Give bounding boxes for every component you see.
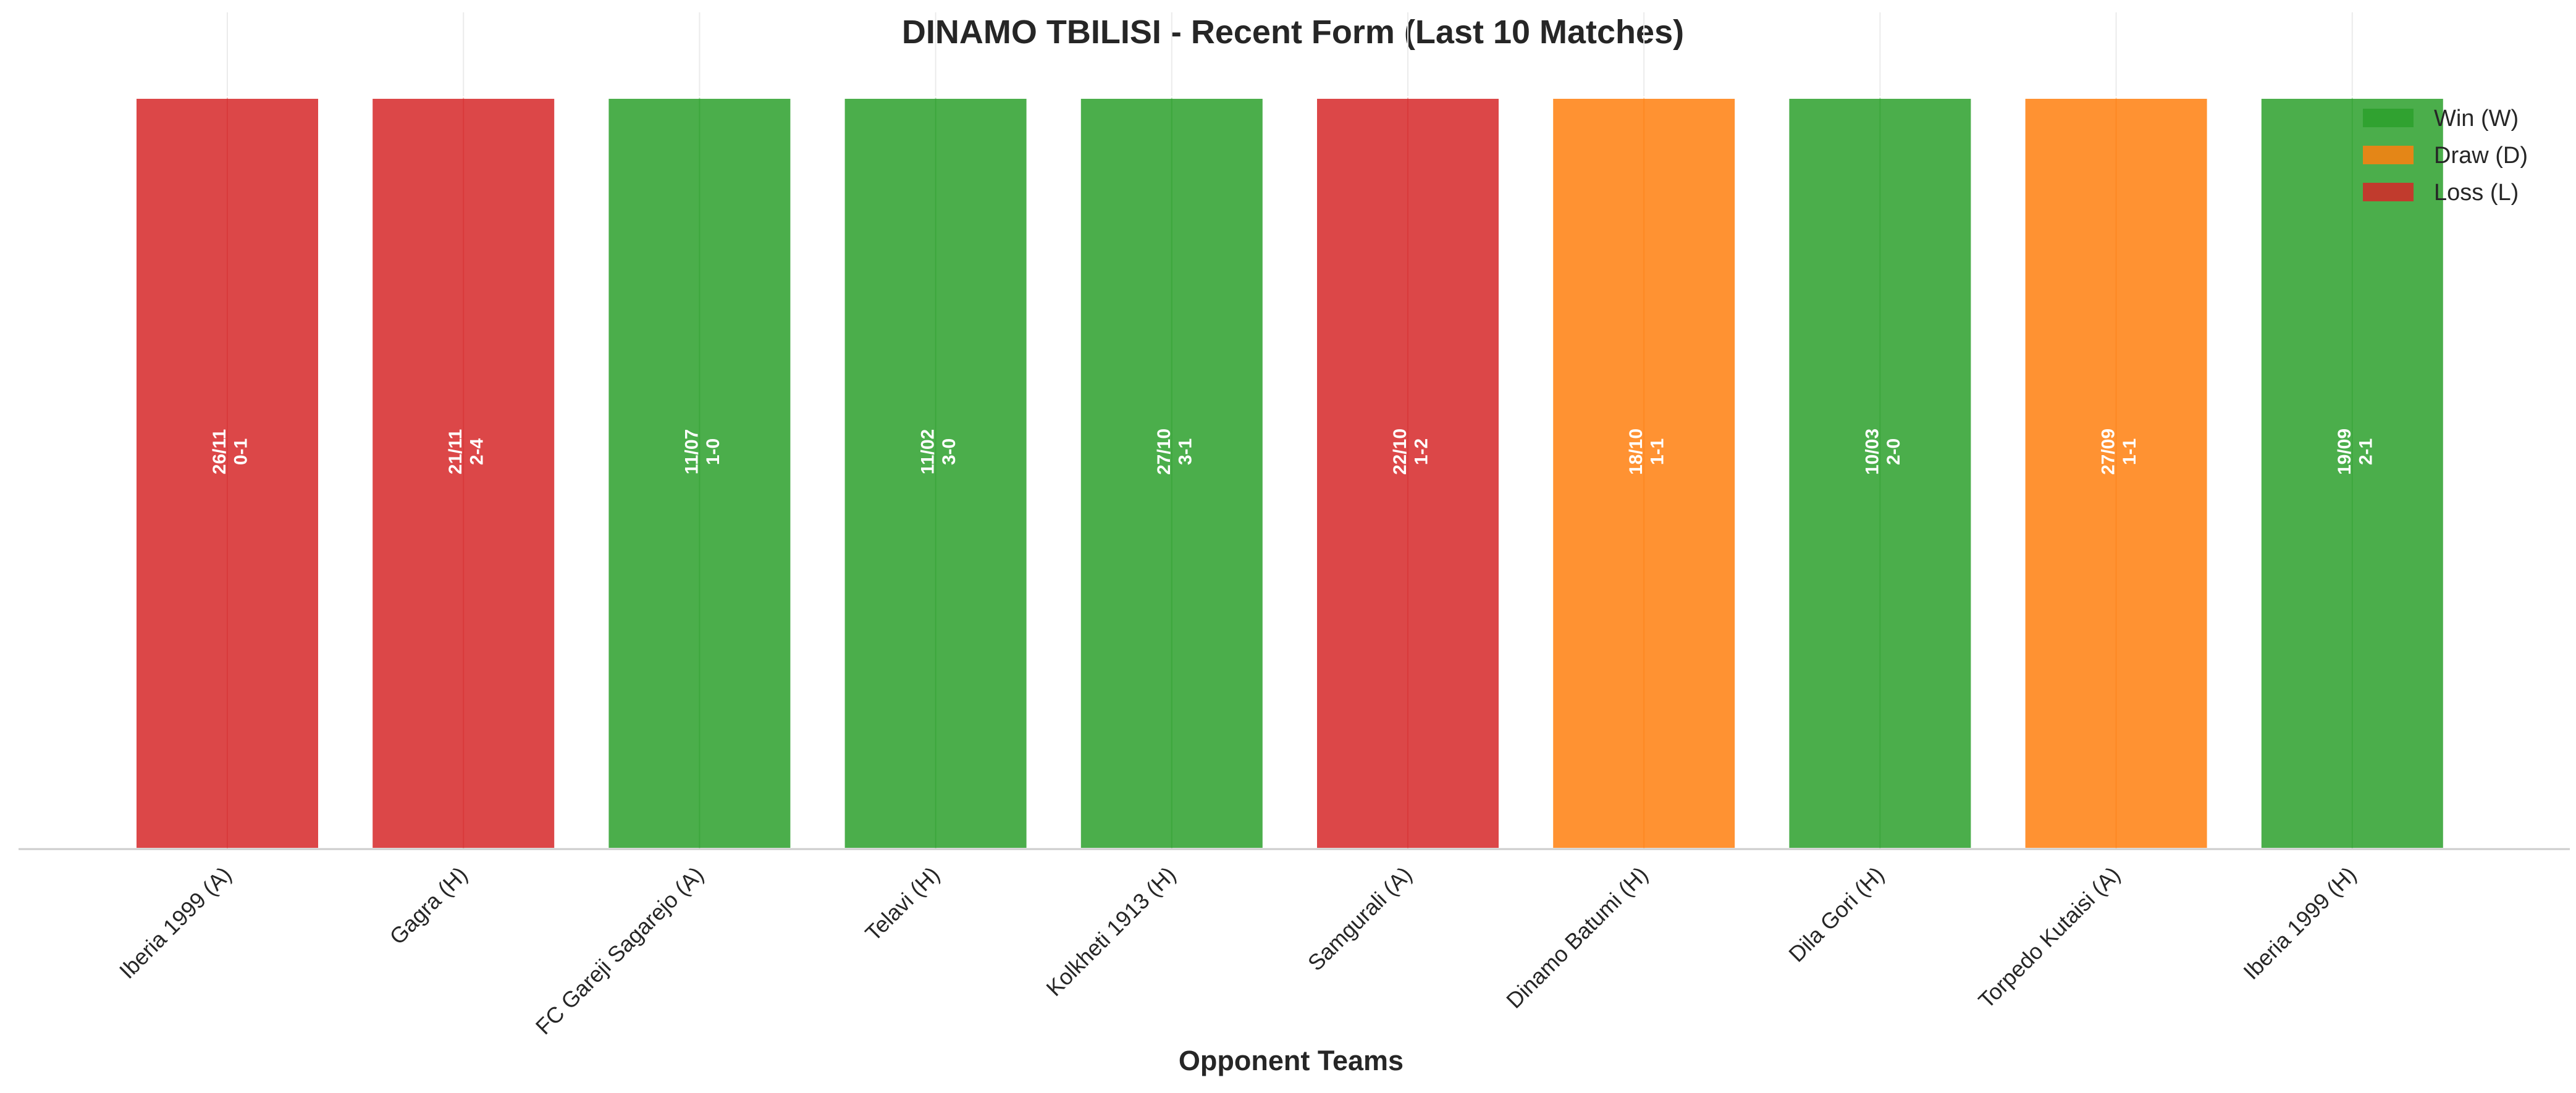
bar-score-label: 3-0 xyxy=(939,438,959,465)
bar-score-label: 1-2 xyxy=(1412,438,1432,465)
bar-date-label: 18/10 xyxy=(1626,429,1646,475)
bar-5 xyxy=(1078,96,1265,850)
bar-date-label: 27/09 xyxy=(2098,429,2119,475)
x-tick-label: Dinamo Batumi (H) xyxy=(1501,861,1652,1013)
bar-data-label: 19/092-1 xyxy=(2334,429,2376,475)
bar-group-10: 19/092-1 xyxy=(2258,96,2446,850)
legend-item-d: Draw (D) xyxy=(2363,143,2528,169)
bar-score-label: 1-1 xyxy=(2119,438,2140,465)
x-tick-label: Torpedo Kutaisi (A) xyxy=(1973,861,2124,1013)
legend-label: Loss (L) xyxy=(2434,180,2519,206)
bar-group-2: 21/112-4 xyxy=(370,96,557,850)
bar-date-label: 27/10 xyxy=(1154,429,1174,475)
bar-date-label: 10/03 xyxy=(1862,429,1882,475)
x-tick-label: Dila Gori (H) xyxy=(1783,861,1888,966)
bar-score-label: 2-1 xyxy=(2355,438,2376,465)
bar-group-1: 26/110-1 xyxy=(134,96,321,850)
bar-date-label: 19/09 xyxy=(2334,429,2355,475)
bar-date-label: 26/11 xyxy=(209,429,230,474)
x-axis-label: Opponent Teams xyxy=(1179,1045,1404,1076)
bar-2 xyxy=(370,96,557,850)
bar-8 xyxy=(1787,96,1974,850)
bar-date-label: 11/02 xyxy=(918,429,938,474)
bar-data-label: 11/071-0 xyxy=(681,429,723,474)
bar-4 xyxy=(842,96,1029,850)
bar-data-label: 27/103-1 xyxy=(1154,429,1196,475)
bar-date-label: 22/10 xyxy=(1390,429,1410,475)
bar-date-label: 11/07 xyxy=(681,429,702,474)
bar-group-6: 22/101-2 xyxy=(1315,96,1501,850)
x-tick-label: FC Gareji Sagarejo (A) xyxy=(531,861,709,1039)
bar-data-label: 22/101-2 xyxy=(1390,429,1432,475)
legend-label: Draw (D) xyxy=(2434,143,2528,169)
x-tick-labels: Iberia 1999 (A) Gagra (H) FC Gareji Sagare… xyxy=(114,861,2361,1039)
legend: Win (W) Draw (D) Loss (L) xyxy=(2363,106,2528,206)
bar-data-label: 18/101-1 xyxy=(1626,429,1668,475)
bar-score-label: 1-1 xyxy=(1648,438,1668,465)
legend-swatch xyxy=(2363,146,2414,164)
bar-7 xyxy=(1551,96,1738,850)
legend-label: Win (W) xyxy=(2434,106,2519,132)
bar-score-label: 0-1 xyxy=(231,438,251,465)
bar-group-4: 11/023-0 xyxy=(842,96,1029,850)
bar-data-label: 21/112-4 xyxy=(445,429,487,474)
bar-date-label: 21/11 xyxy=(445,429,466,474)
bars-group: 26/110-1 21/112-4 11/071-0 11/023-0 27/103-1… xyxy=(134,96,2446,850)
x-tick-label: Gagra (H) xyxy=(384,861,472,949)
x-tick-label: Iberia 1999 (H) xyxy=(2238,861,2361,984)
bar-10 xyxy=(2258,96,2446,850)
bar-group-9: 27/091-1 xyxy=(2022,96,2210,850)
bar-group-5: 27/103-1 xyxy=(1078,96,1265,850)
x-tick-label: Iberia 1999 (A) xyxy=(114,861,236,983)
bar-data-label: 27/091-1 xyxy=(2098,429,2140,475)
bar-score-label: 3-1 xyxy=(1175,438,1195,465)
legend-swatch xyxy=(2363,109,2414,127)
x-tick-label: Telavi (H) xyxy=(860,861,944,945)
bar-data-label: 26/110-1 xyxy=(209,429,251,474)
bar-score-label: 2-4 xyxy=(467,438,487,466)
bar-data-label: 10/032-0 xyxy=(1862,429,1904,475)
x-tick-label: Samgurali (A) xyxy=(1303,861,1417,976)
bar-group-7: 18/101-1 xyxy=(1551,96,1738,850)
bar-data-label: 11/023-0 xyxy=(918,429,960,474)
bar-9 xyxy=(2022,96,2210,850)
bar-3 xyxy=(606,96,793,850)
bar-group-8: 10/032-0 xyxy=(1787,96,1974,850)
legend-item-w: Win (W) xyxy=(2363,106,2519,132)
legend-swatch xyxy=(2363,183,2414,201)
bar-6 xyxy=(1315,96,1501,850)
bar-1 xyxy=(134,96,321,850)
bar-score-label: 2-0 xyxy=(1884,438,1904,465)
x-tick-label: Kolkheti 1913 (H) xyxy=(1041,861,1181,1001)
bar-score-label: 1-0 xyxy=(703,438,723,465)
legend-item-l: Loss (L) xyxy=(2363,180,2519,206)
bar-group-3: 11/071-0 xyxy=(606,96,793,850)
chart-title: DINAMO TBILISI - Recent Form (Last 10 Ma… xyxy=(902,14,1684,51)
